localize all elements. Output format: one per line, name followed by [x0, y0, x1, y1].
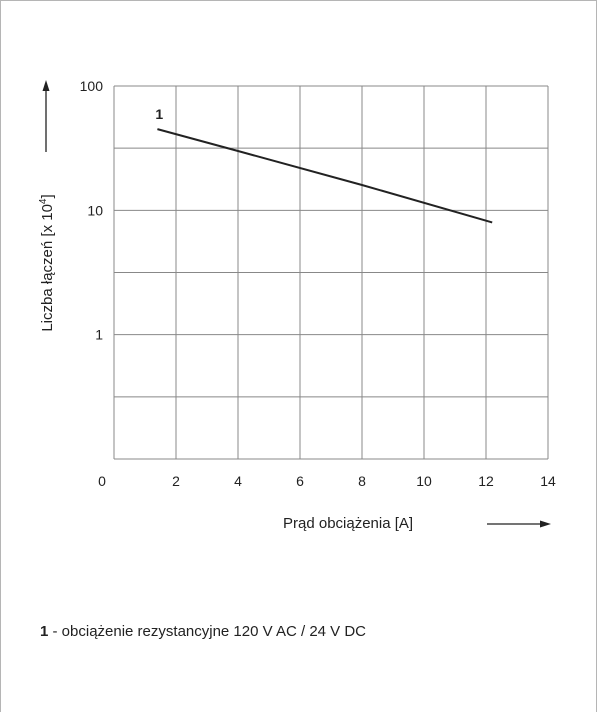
chart-grid: [113, 85, 549, 460]
y-tick-label: 10: [87, 202, 103, 218]
x-tick-label: 6: [296, 473, 304, 489]
x-axis-label: Prąd obciążenia [A]: [283, 515, 413, 532]
y-axis-label: Liczba łączeń [x 104]: [38, 194, 56, 331]
x-axis-arrow-head: [540, 520, 551, 528]
x-tick-label: 14: [540, 473, 556, 489]
y-axis-label-exponent: 4: [38, 198, 49, 204]
y-tick-label: 1: [95, 327, 103, 343]
legend-note-text: - obciążenie rezystancyjne 120 V AC / 24…: [48, 623, 367, 640]
switching-cycles-chart: 0 2 4 6 8 10 12 14 100 10 1 1 Liczba łączeń [x 10…: [38, 78, 556, 532]
series-1-line: [157, 128, 493, 224]
x-tick-label: 12: [478, 473, 494, 489]
y-axis-label-close: ]: [39, 194, 56, 198]
y-axis-arrow-head: [42, 80, 50, 91]
x-tick-label: 8: [358, 473, 366, 489]
x-tick-label: 2: [172, 473, 180, 489]
legend-note-marker: 1: [40, 623, 49, 640]
legend-note: 1 - obciążenie rezystancyjne 120 V AC / …: [40, 623, 366, 640]
x-tick-label: 4: [234, 473, 242, 489]
series-1-label: 1: [155, 106, 163, 122]
y-axis-label-main: Liczba łączeń [x 10: [39, 204, 56, 332]
x-tick-label: 10: [416, 473, 432, 489]
y-tick-labels: 100 10 1: [80, 78, 104, 343]
x-tick-labels: 0 2 4 6 8 10 12 14: [98, 473, 556, 489]
y-tick-label: 100: [80, 78, 104, 94]
x-tick-label: 0: [98, 473, 106, 489]
